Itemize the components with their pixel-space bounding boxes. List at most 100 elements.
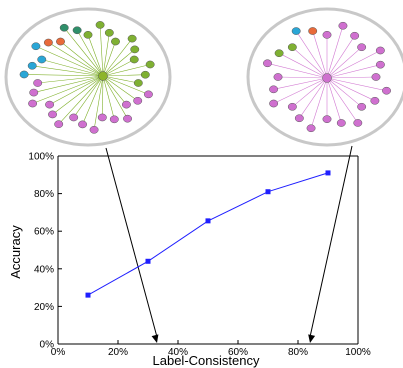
network-edge xyxy=(326,46,362,79)
data-point-marker xyxy=(85,292,91,298)
network-edge xyxy=(326,76,376,79)
network-node xyxy=(338,21,348,30)
network-node xyxy=(130,45,140,54)
y-axis-label: Accuracy xyxy=(8,225,23,279)
network-node xyxy=(127,34,137,43)
network-node xyxy=(121,100,131,109)
inset-pointer-arrowhead xyxy=(308,334,316,343)
network-node xyxy=(375,46,385,55)
network-hub-node xyxy=(98,71,108,81)
network-edge xyxy=(41,59,104,77)
network-edge xyxy=(292,77,328,108)
network-node xyxy=(357,102,367,111)
network-node xyxy=(357,43,367,52)
x-tick-label: 40% xyxy=(168,347,188,358)
network-edge xyxy=(102,32,110,77)
network-edge xyxy=(35,45,104,77)
network-node xyxy=(306,124,316,133)
network-edge xyxy=(102,75,128,119)
network-edge xyxy=(326,50,381,79)
network-node xyxy=(291,27,301,35)
network-edge xyxy=(102,75,149,95)
network-node xyxy=(97,113,107,122)
y-tick-label: 0% xyxy=(40,340,55,351)
network-insets xyxy=(4,7,403,147)
network-node xyxy=(111,37,120,46)
network-edge xyxy=(93,75,104,130)
network-node xyxy=(48,110,57,119)
network-node xyxy=(287,43,297,52)
x-axis-label: Label-Consistency xyxy=(153,353,260,368)
network-inset xyxy=(4,7,172,147)
network-node xyxy=(145,60,155,69)
network-node xyxy=(33,79,43,87)
network-node xyxy=(350,31,360,40)
network-edge xyxy=(326,77,376,102)
network-edge xyxy=(102,64,151,77)
network-node xyxy=(133,79,143,87)
network-edge xyxy=(326,77,362,108)
network-edge xyxy=(32,65,104,77)
network-node xyxy=(322,115,332,124)
network-node xyxy=(370,96,380,105)
network-node xyxy=(287,102,297,111)
x-tick-labels: 0% 20% 40% 60% 80% 100% xyxy=(51,347,371,358)
network-edge xyxy=(63,27,104,77)
network-node xyxy=(95,21,105,29)
network-edge xyxy=(273,77,328,90)
network-node xyxy=(123,114,132,123)
network-edge xyxy=(278,76,328,79)
network-node xyxy=(263,59,272,68)
network-edge xyxy=(312,30,328,79)
network-edge xyxy=(102,75,115,120)
network-node xyxy=(274,49,284,58)
network-node xyxy=(294,114,304,123)
network-edge xyxy=(24,74,104,77)
network-node xyxy=(43,38,53,47)
data-point-marker xyxy=(205,218,211,224)
inset-pointer-arrowhead xyxy=(151,334,159,343)
network-node xyxy=(375,60,385,69)
network-node xyxy=(109,115,119,124)
network-node xyxy=(59,23,69,32)
network-edge xyxy=(295,30,328,79)
plot-axes xyxy=(57,155,359,345)
network-edge xyxy=(326,77,359,124)
network-edge xyxy=(102,49,135,77)
network-edge xyxy=(102,75,104,118)
network-edge xyxy=(33,75,104,93)
network-node xyxy=(89,125,99,134)
network-edge xyxy=(102,74,146,77)
network-node xyxy=(308,27,318,35)
network-node xyxy=(322,30,332,39)
network-node xyxy=(140,70,150,79)
network-inset xyxy=(246,7,403,147)
network-node xyxy=(269,99,279,108)
network-node xyxy=(129,55,139,64)
network-node xyxy=(269,85,279,94)
y-tick-label: 80% xyxy=(34,189,54,200)
network-edge xyxy=(326,77,387,92)
x-tick-label: 60% xyxy=(228,347,248,358)
y-tick-label: 40% xyxy=(34,264,54,275)
network-node xyxy=(371,73,381,81)
network-edge xyxy=(299,77,328,119)
network-node xyxy=(54,120,64,128)
network-node xyxy=(69,113,79,122)
data-point-marker xyxy=(265,189,271,195)
y-tick-labels: 0% 20% 40% 60% 80% 100% xyxy=(28,152,54,351)
network-edge xyxy=(52,75,104,115)
network-node xyxy=(336,119,346,127)
network-node xyxy=(19,70,29,79)
network-edge xyxy=(82,75,104,125)
series-line xyxy=(87,172,329,296)
network-edge xyxy=(102,59,135,77)
network-node xyxy=(133,96,143,105)
network-edge xyxy=(99,24,104,77)
network-edge xyxy=(310,77,328,129)
network-edge xyxy=(278,52,328,79)
network-edge xyxy=(326,77,342,124)
network-hub-node xyxy=(322,73,332,83)
network-edge xyxy=(37,75,104,84)
